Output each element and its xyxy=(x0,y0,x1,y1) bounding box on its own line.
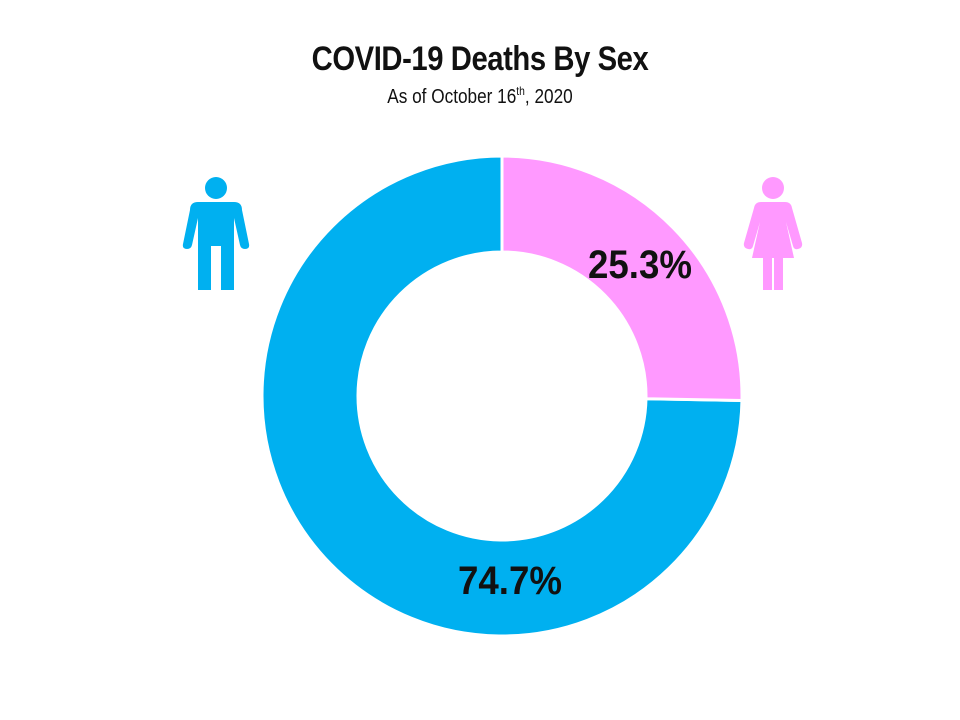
subtitle-suffix: , 2020 xyxy=(524,86,573,108)
chart-subtitle: As of October 16th, 2020 xyxy=(67,84,893,109)
slice-male xyxy=(260,154,744,638)
subtitle-superscript: th xyxy=(516,84,525,98)
female-icon xyxy=(743,177,803,290)
male-icon xyxy=(182,177,250,290)
labels-layer: 74.7% 25.3% xyxy=(458,243,692,603)
subtitle-prefix: As of October 16 xyxy=(387,86,517,108)
label-male: 74.7% xyxy=(458,559,562,603)
slice-female xyxy=(500,154,744,403)
label-female: 25.3% xyxy=(588,243,692,287)
slices-layer xyxy=(260,154,744,638)
chart-title: COVID-19 Deaths By Sex xyxy=(311,40,649,78)
